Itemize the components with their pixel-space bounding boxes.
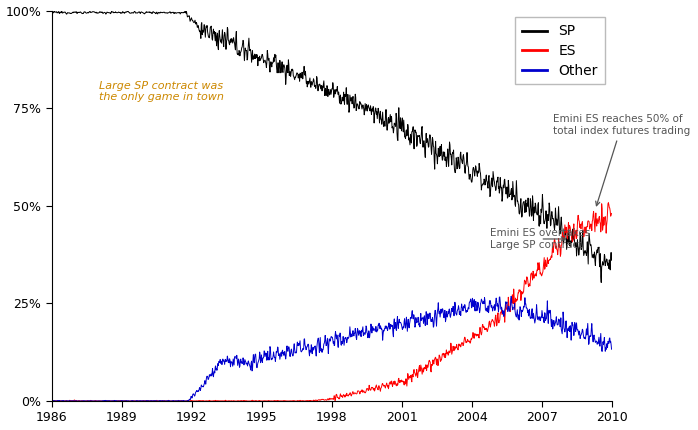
ES [55,399,64,404]
ES [514,290,522,295]
SP [570,240,579,245]
Text: Emini ES overtakes
Large SP contract: Emini ES overtakes Large SP contract [490,228,591,250]
Other [570,320,579,325]
Other [607,347,616,352]
Other [412,317,420,322]
ES [607,211,616,216]
SP [181,9,189,14]
SP [270,54,279,59]
Other [47,399,56,404]
ES [270,398,279,403]
ES [47,398,56,403]
Other [529,316,537,321]
Other [514,316,522,321]
SP [47,204,56,209]
Other [270,353,279,358]
ES [357,389,366,394]
Line: Other: Other [52,296,611,401]
Other [507,294,515,299]
SP [597,280,605,285]
ES [604,200,613,205]
ES [413,367,421,372]
ES [529,269,537,274]
SP [514,201,522,206]
ES [570,237,579,242]
SP [413,144,421,149]
Line: ES: ES [52,203,611,401]
Legend: SP, ES, Other: SP, ES, Other [515,18,604,85]
Text: Emini ES reaches 50% of
total index futures trading: Emini ES reaches 50% of total index futu… [554,114,690,206]
SP [607,258,616,263]
SP [357,104,366,109]
Other [357,334,365,339]
Line: SP: SP [52,11,611,283]
Text: Large SP contract was
the only game in town: Large SP contract was the only game in t… [99,81,224,102]
SP [529,200,537,205]
